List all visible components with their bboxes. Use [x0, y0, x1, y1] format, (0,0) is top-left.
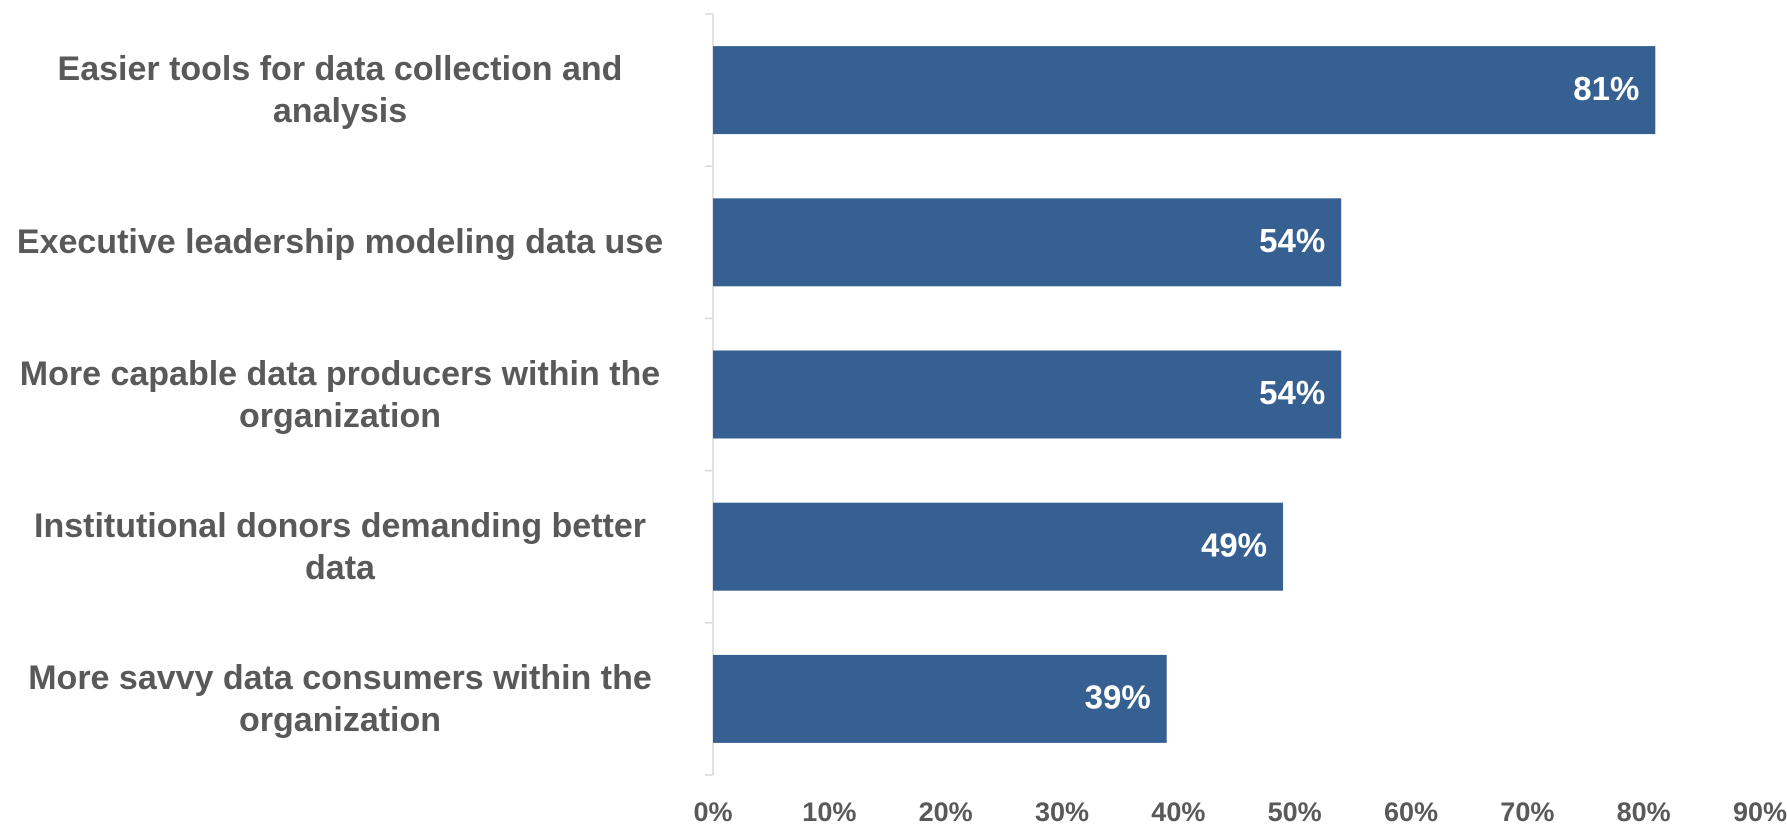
x-tick-label: 50% [1268, 797, 1322, 827]
value-label: 81% [1573, 70, 1639, 107]
x-tick-label: 10% [802, 797, 856, 827]
category-label: More capable data producers within the o… [19, 354, 661, 435]
bar [713, 46, 1656, 135]
category-label: Executive leadership modeling data use [16, 223, 664, 262]
value-label: 54% [1259, 222, 1325, 259]
category-label: Institutional donors demanding better da… [34, 506, 646, 587]
bar [713, 502, 1284, 591]
x-tick-label: 40% [1151, 797, 1205, 827]
category-label: More savvy data consumers within the org… [28, 658, 652, 739]
x-tick-label: 0% [693, 797, 732, 827]
value-label: 49% [1201, 526, 1267, 563]
value-label: 54% [1259, 374, 1325, 411]
bar [713, 350, 1342, 439]
bar [713, 654, 1167, 743]
x-tick-label: 30% [1035, 797, 1089, 827]
bar [713, 198, 1342, 287]
x-tick-label: 80% [1617, 797, 1671, 827]
x-tick-label: 60% [1384, 797, 1438, 827]
x-tick-label: 90% [1733, 797, 1787, 827]
category-label: Easier tools for data collection and ana… [57, 50, 623, 131]
x-tick-label: 20% [919, 797, 973, 827]
x-tick-label: 70% [1500, 797, 1554, 827]
value-label: 39% [1085, 679, 1151, 716]
